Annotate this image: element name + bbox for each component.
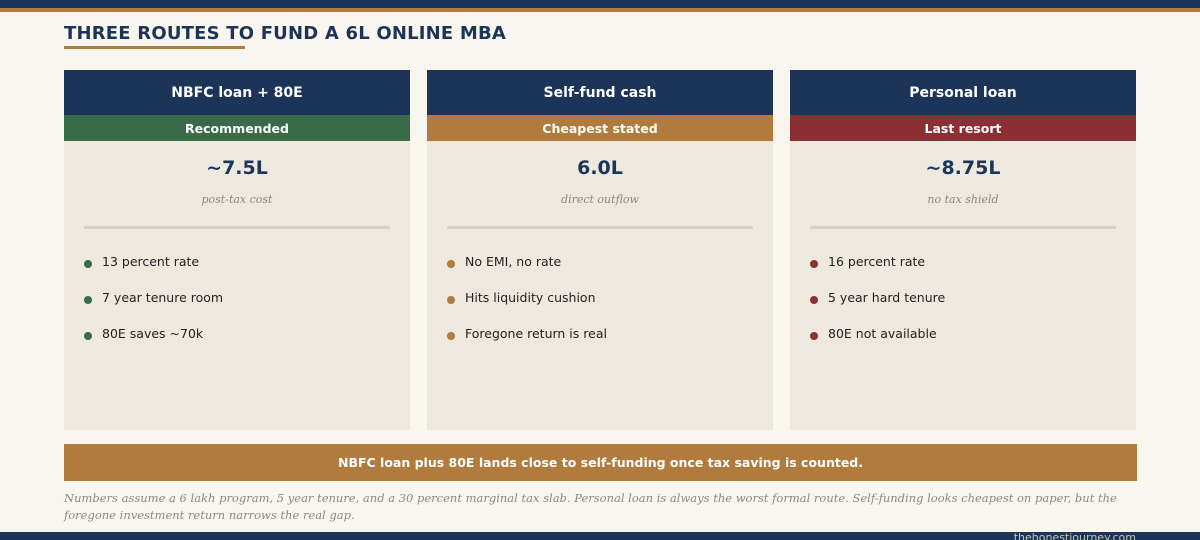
bullet-dot-icon (84, 260, 92, 268)
bullet-text: Hits liquidity cushion (465, 289, 596, 305)
bullet-dot-icon (810, 332, 818, 340)
top-accent-stripe (0, 8, 1200, 12)
bullet-dot-icon (84, 332, 92, 340)
list-item: Hits liquidity cushion (447, 279, 773, 315)
title-underline (64, 46, 245, 49)
bullet-text: 13 percent rate (102, 253, 200, 269)
bullet-dot-icon (84, 296, 92, 304)
bullet-dot-icon (810, 296, 818, 304)
top-accent-bar (0, 0, 1200, 8)
list-item: Foregone return is real (447, 315, 773, 351)
bullet-list: 13 percent rate 7 year tenure room 80E s… (64, 243, 410, 351)
bottom-accent-bar (0, 532, 1200, 540)
footnote: Numbers assume a 6 lakh program, 5 year … (64, 491, 1117, 522)
recommended-badge: Recommended (64, 115, 410, 141)
list-item: No EMI, no rate (447, 243, 773, 279)
route-card-personal-loan: Personal loan Last resort ~8.75L no tax … (790, 70, 1136, 430)
route-card-nbfc: NBFC loan + 80E Recommended ~7.5L post-t… (64, 70, 410, 430)
card-divider (84, 226, 390, 229)
cost-caption: direct outflow (561, 193, 639, 206)
bullet-text: No EMI, no rate (465, 253, 562, 269)
bullet-text: 7 year tenure room (102, 289, 224, 305)
list-item: 7 year tenure room (84, 279, 410, 315)
route-card-self-fund: Self-fund cash Cheapest stated 6.0L dire… (427, 70, 773, 430)
list-item: 80E saves ~70k (84, 315, 410, 351)
bullet-text: 80E not available (828, 325, 937, 341)
bullet-text: 16 percent rate (828, 253, 926, 269)
cost-value: ~7.5L (206, 157, 268, 179)
list-item: 80E not available (810, 315, 1136, 351)
site-credit: thehonestjourney.com (1013, 531, 1136, 540)
bullet-text: 5 year hard tenure (828, 289, 946, 305)
card-header: Personal loan (790, 70, 1136, 115)
cost-caption: no tax shield (927, 193, 999, 206)
cost-value: ~8.75L (925, 157, 1001, 179)
bullet-dot-icon (447, 260, 455, 268)
bullet-dot-icon (447, 332, 455, 340)
card-divider (447, 226, 753, 229)
cost-value: 6.0L (577, 157, 623, 179)
card-header: NBFC loan + 80E (64, 70, 410, 115)
page-title: THREE ROUTES TO FUND A 6L ONLINE MBA (64, 23, 507, 44)
bullet-text: 80E saves ~70k (102, 325, 204, 341)
list-item: 13 percent rate (84, 243, 410, 279)
bullet-list: 16 percent rate 5 year hard tenure 80E n… (790, 243, 1136, 351)
cost-caption: post-tax cost (201, 193, 273, 206)
cheapest-badge: Cheapest stated (427, 115, 773, 141)
bullet-text: Foregone return is real (465, 325, 607, 341)
bullet-dot-icon (447, 296, 455, 304)
bullet-dot-icon (810, 260, 818, 268)
card-header: Self-fund cash (427, 70, 773, 115)
last-resort-badge: Last resort (790, 115, 1136, 141)
card-divider (810, 226, 1116, 229)
bullet-list: No EMI, no rate Hits liquidity cushion F… (427, 243, 773, 351)
summary-banner: NBFC loan plus 80E lands close to self-f… (64, 444, 1137, 481)
list-item: 5 year hard tenure (810, 279, 1136, 315)
list-item: 16 percent rate (810, 243, 1136, 279)
